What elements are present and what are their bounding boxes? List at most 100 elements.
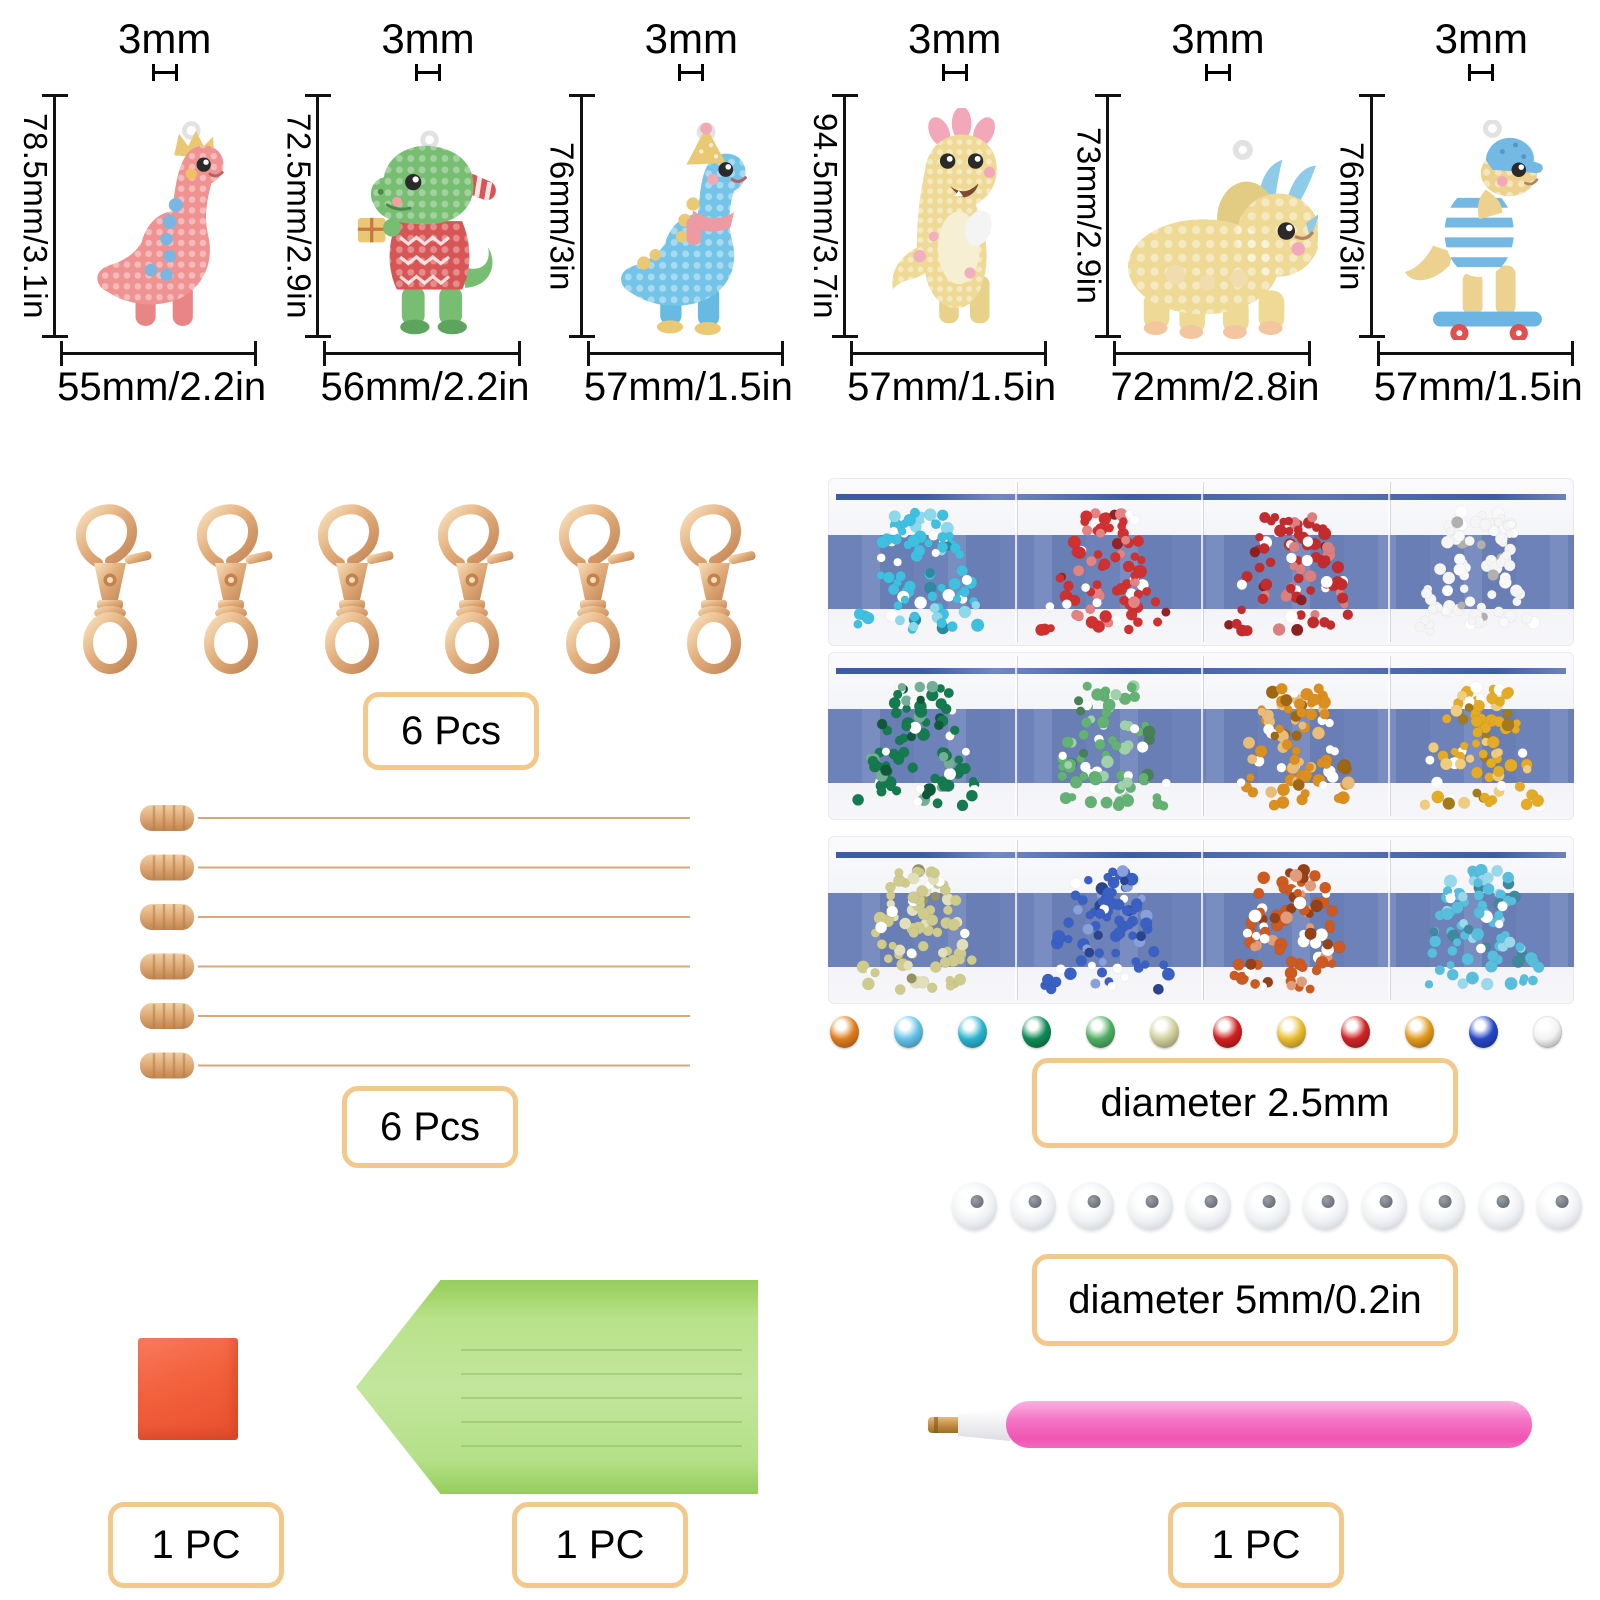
- pocket-seam: [1014, 656, 1017, 816]
- pendant-column-pink-brontosaurus: 3mm 78.5mm/3.1in 55mm/2.2in: [10, 14, 273, 434]
- pocket-seam: [1387, 656, 1390, 816]
- ball-chain: [140, 904, 693, 930]
- thickness-label: 3mm: [117, 15, 212, 62]
- round-eye-sticker: [1127, 1182, 1173, 1230]
- thickness-bracket-row: [10, 64, 273, 90]
- width-label: 57mm/1.5in: [1373, 365, 1583, 409]
- height-dimension-line: [42, 94, 68, 338]
- thickness-bracket: [941, 64, 968, 81]
- thickness-label: 3mm: [1171, 15, 1265, 62]
- pen-body: [1006, 1401, 1532, 1448]
- clasp-group: [62, 496, 762, 688]
- drill-pile: [838, 854, 1003, 1004]
- drill-pile: [1398, 670, 1563, 820]
- lobster-clasp: [666, 496, 762, 682]
- width-label: 56mm/2.2in: [320, 365, 530, 409]
- width-dimension-line: [1113, 341, 1311, 366]
- width-label: 57mm/1.5in: [847, 365, 1057, 409]
- pendant-column-green-t-rex-with-gift: 3mm 72.5mm/2.9in 56mm/2.2in: [273, 14, 536, 434]
- thickness-label: 3mm: [381, 15, 475, 62]
- lobster-clasp: [424, 496, 520, 682]
- ball-chain: [140, 953, 693, 980]
- wax-block: [138, 1338, 238, 1440]
- height-dimension-line: [1358, 94, 1385, 338]
- drill-pile: [1398, 854, 1563, 1004]
- width-dimension-line: [323, 341, 521, 366]
- thickness-bracket-row: [1327, 64, 1590, 90]
- lobster-clasp: [545, 496, 641, 682]
- drill-pile: [838, 496, 1003, 646]
- pendant-measure-area: 78.5mm/3.1in: [10, 92, 273, 340]
- ball-chain: [140, 1003, 693, 1029]
- ball-chain: [140, 1052, 693, 1079]
- pocket-seam: [1014, 840, 1017, 1000]
- pen-count-label: 1 PC: [1168, 1502, 1344, 1588]
- chain-group: [138, 798, 696, 1088]
- thickness-bracket: [1204, 64, 1231, 81]
- round-eye-sticker: [1010, 1182, 1056, 1230]
- width-dimension-line: [849, 341, 1048, 366]
- pendant-column-blue-dino-party-hat: 3mm 76mm/3in 57mm/1.5in: [537, 14, 800, 434]
- thickness-bracket: [151, 64, 178, 81]
- thickness-bracket-row: [537, 64, 800, 90]
- thickness-label: 3mm: [644, 15, 738, 62]
- pendant-measure-area: 76mm/3in: [537, 92, 800, 340]
- gem-diameter-label: diameter 2.5mm: [1032, 1058, 1458, 1148]
- pocket-seam: [1387, 840, 1390, 1000]
- round-eye-sticker: [1069, 1182, 1114, 1230]
- rhinestone-gem: [830, 1016, 859, 1048]
- round-eye-sticker: [1361, 1182, 1407, 1230]
- chains-count-label: 6 Pcs: [342, 1086, 518, 1168]
- ball-chain: [140, 854, 693, 881]
- lobster-clasp: [183, 496, 279, 682]
- ball-chain: [140, 805, 693, 831]
- eye-sticker-row: [952, 1180, 1582, 1232]
- height-label: 76mm/3in: [543, 141, 581, 291]
- tray-count-label: 1 PC: [512, 1502, 688, 1588]
- round-eye-sticker: [1537, 1182, 1582, 1230]
- height-dimension-line: [568, 94, 595, 338]
- pendant-measure-area: 72.5mm/2.9in: [273, 92, 536, 340]
- pendant-column-yellow-t-rex: 3mm 94.5mm/3.7in 57mm/1.5in: [800, 14, 1063, 434]
- pen-collar: [958, 1409, 1010, 1441]
- clasps-count-label: 6 Pcs: [363, 692, 539, 770]
- pendant-measure-area: 76mm/3in: [1327, 92, 1590, 340]
- height-label: 72.5mm/2.9in: [280, 113, 318, 319]
- rhinestone-gem: [1149, 1016, 1179, 1048]
- round-eye-sticker: [1244, 1182, 1290, 1230]
- rhinestone-gem: [1469, 1016, 1499, 1048]
- pocket-seam: [1201, 840, 1203, 1000]
- width-dimension-line: [1376, 341, 1575, 366]
- rhinestone-gem: [1341, 1016, 1371, 1048]
- pendant-art-blue-dino-party-hat: [586, 92, 800, 340]
- round-eye-sticker: [1478, 1182, 1524, 1230]
- wax-count-label: 1 PC: [108, 1502, 284, 1588]
- height-dimension-line: [831, 94, 858, 338]
- drill-tray: [356, 1280, 758, 1494]
- pendant-art-pink-brontosaurus: [59, 92, 273, 340]
- rhinestone-gem: [1213, 1016, 1243, 1048]
- thickness-bracket: [1468, 64, 1495, 81]
- drill-pen: [928, 1400, 1532, 1450]
- drill-pile: [1025, 854, 1190, 1004]
- rhinestone-gem: [1021, 1016, 1051, 1048]
- chains-svg: [140, 805, 693, 1079]
- pen-tip: [928, 1417, 962, 1433]
- pendant-column-yellow-triceratops: 3mm 73mm/2.9in 72mm/2.8in: [1063, 14, 1326, 434]
- tray-ridges: [460, 1327, 742, 1447]
- drill-bag-strip-1: [828, 478, 1574, 646]
- width-dimension-line: [586, 341, 785, 366]
- drill-pile: [838, 670, 1003, 820]
- pendant-column-dino-on-skateboard: 3mm 76mm/3in 57mm/1.5in: [1327, 14, 1590, 434]
- pocket-seam: [1201, 482, 1203, 642]
- eye-diameter-label: diameter 5mm/0.2in: [1032, 1254, 1458, 1346]
- pendant-art-yellow-t-rex: [849, 92, 1063, 340]
- pendant-measure-area: 94.5mm/3.7in: [800, 92, 1063, 340]
- height-label: 94.5mm/3.7in: [806, 113, 844, 319]
- height-label: 78.5mm/3.1in: [17, 113, 54, 319]
- thickness-bracket: [678, 64, 705, 81]
- lobster-clasp: [62, 496, 158, 682]
- thickness-bracket: [414, 64, 441, 81]
- round-eye-sticker: [1186, 1182, 1231, 1230]
- pocket-seam: [1387, 482, 1390, 642]
